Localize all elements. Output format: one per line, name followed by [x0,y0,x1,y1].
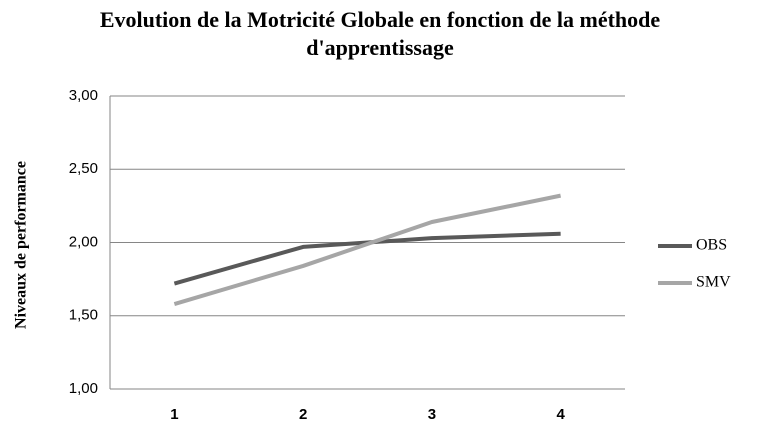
x-tick-label: 3 [428,406,436,423]
x-tick-label: 1 [170,406,178,423]
line-series [173,231,561,286]
x-tick-label: 4 [556,406,565,423]
y-tick-label: 1,00 [69,380,98,397]
chart-title: Evolution de la Motricité Globale en fon… [99,7,661,60]
legend-label: SMV [696,274,731,291]
line-series [173,193,562,306]
legend-label: OBS [696,237,727,254]
y-tick-label: 2,50 [69,160,98,177]
y-tick-label: 1,50 [69,307,98,324]
x-tick-label: 2 [299,406,307,423]
y-tick-label: 3,00 [69,87,98,104]
y-axis-label: Niveaux de performance [13,161,30,329]
y-tick-label: 2,00 [69,233,98,250]
